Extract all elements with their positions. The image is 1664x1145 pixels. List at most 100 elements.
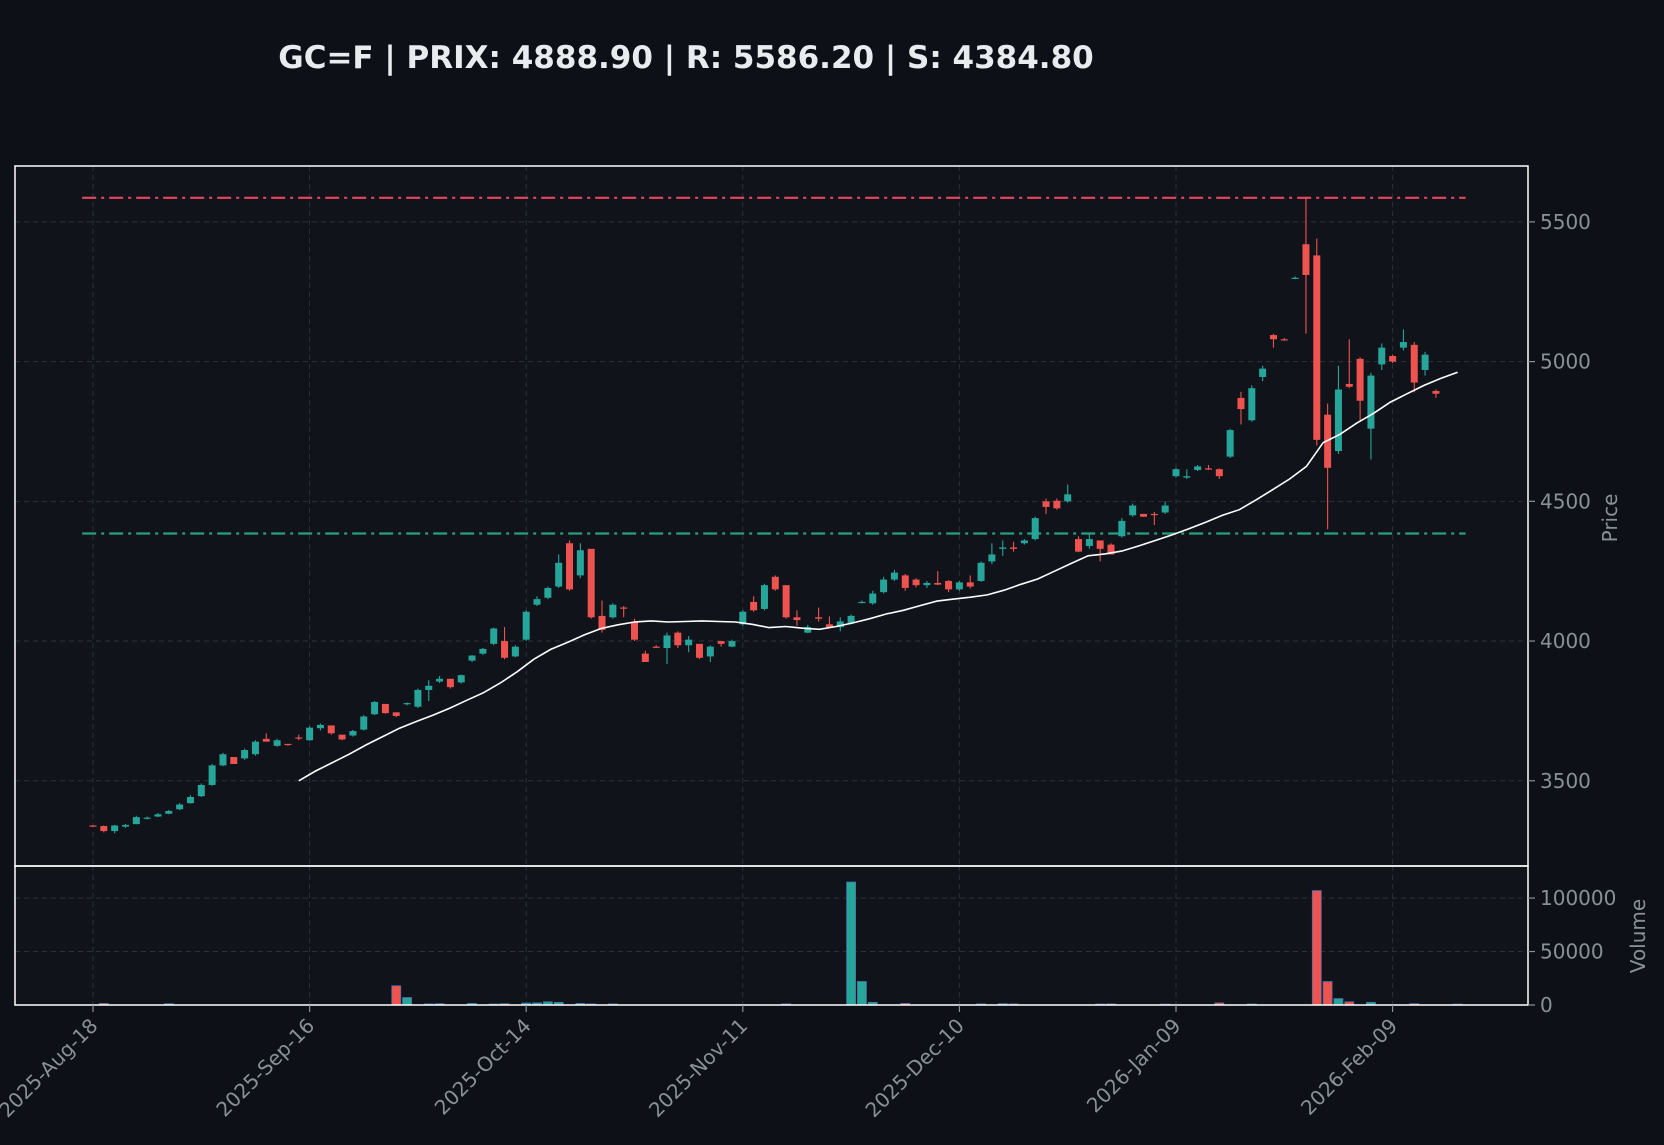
volume-axis: 0 50000 100000 — [1528, 886, 1616, 1017]
candle-body — [1269, 335, 1277, 340]
candle-body — [1421, 354, 1429, 370]
candle-body — [1183, 476, 1191, 478]
candle-body — [631, 621, 638, 640]
price-panel-background — [15, 166, 1528, 866]
candle-body — [923, 582, 931, 586]
candle-body — [544, 587, 552, 598]
date-tick-label: 2025-Nov-11 — [644, 1014, 752, 1122]
candle-body — [966, 582, 974, 587]
candle-body — [533, 599, 541, 605]
candle-body — [111, 825, 119, 832]
candle-body — [89, 825, 97, 827]
candle-body — [1248, 388, 1256, 421]
candle-body — [273, 740, 281, 746]
candle-body — [327, 725, 335, 734]
candle-body — [425, 685, 433, 690]
candle-body — [230, 757, 238, 765]
candle-body — [663, 635, 671, 649]
candle-body — [1291, 277, 1299, 279]
candle-body — [414, 689, 422, 707]
price-tick-label: 5000 — [1540, 350, 1591, 374]
candle-body — [1378, 347, 1386, 365]
candle-body — [999, 547, 1007, 549]
candle-body — [847, 615, 855, 623]
candle-body — [1280, 339, 1288, 341]
volume-axis-label: Volume — [1626, 899, 1650, 973]
candle-body — [815, 617, 823, 619]
candle-body — [197, 784, 205, 797]
candle-body — [771, 576, 779, 590]
candle-body — [1075, 539, 1083, 552]
date-tick-label: 2025-Oct-14 — [430, 1014, 536, 1120]
candle-body — [825, 624, 833, 628]
candle-body — [306, 727, 314, 741]
candle-body — [468, 655, 476, 661]
candle-body — [501, 641, 509, 658]
candle-body — [176, 804, 184, 810]
candle-body — [641, 653, 649, 663]
candle-body — [1010, 547, 1018, 549]
price-axis: 3500 4000 4500 5000 5500 — [1528, 210, 1591, 793]
candle-body — [349, 731, 357, 736]
date-tick-label: 2026-Feb-09 — [1296, 1014, 1402, 1120]
candle-body — [620, 607, 628, 609]
candle-body — [955, 582, 963, 590]
candle-body — [1161, 505, 1169, 513]
candle-body — [1042, 501, 1050, 507]
candle-body — [587, 548, 595, 618]
date-tick-label: 2025-Aug-18 — [0, 1014, 103, 1122]
candle-body — [1064, 494, 1072, 502]
candle-body — [1389, 356, 1397, 362]
candle-body — [392, 712, 400, 716]
candle-body — [295, 737, 303, 739]
date-axis: 2025-Aug-18 2025-Sep-16 2025-Oct-14 2025-No… — [0, 1005, 1402, 1122]
candle-body — [457, 675, 465, 683]
moving-average-line — [298, 371, 1458, 782]
candle-body — [1302, 244, 1310, 275]
candle-body — [165, 810, 173, 814]
volume-panel-background — [15, 866, 1528, 1005]
candle-body — [869, 593, 877, 604]
volume-bar — [1333, 998, 1344, 1006]
volume-bar — [391, 985, 402, 1006]
candle-body — [652, 646, 660, 648]
volume-bar — [846, 881, 856, 1006]
candle-body — [1432, 390, 1440, 394]
candle-body — [576, 550, 584, 576]
volume-bar — [1311, 890, 1322, 1006]
candle-body — [609, 604, 617, 618]
price-tick-label: 4000 — [1540, 629, 1591, 653]
candle-body — [988, 554, 996, 562]
candle-body — [890, 572, 898, 580]
candle-body — [598, 615, 606, 630]
candle-body — [977, 562, 985, 581]
candle-body — [121, 824, 129, 827]
price-tick-label: 3500 — [1540, 769, 1591, 793]
candle-body — [1194, 466, 1202, 471]
candle-body — [1096, 540, 1104, 549]
candle-body — [479, 648, 487, 654]
candle-body — [1334, 389, 1342, 452]
candle-body — [316, 724, 324, 729]
date-tick-label: 2025-Sep-16 — [211, 1014, 319, 1122]
candle-body — [100, 826, 108, 832]
candle-body — [858, 601, 866, 604]
candle-body — [262, 738, 270, 742]
candle-body — [1204, 468, 1212, 470]
candle-body — [739, 611, 747, 625]
candle-body — [706, 646, 714, 657]
candle-body — [728, 641, 736, 647]
candle-body — [934, 582, 942, 585]
candle-body — [1140, 513, 1148, 517]
candle-body — [836, 621, 844, 628]
candle-body — [208, 765, 216, 785]
candle-body — [1031, 518, 1039, 540]
candle-body — [511, 646, 519, 657]
candle-body — [381, 703, 389, 714]
candle-body — [674, 632, 682, 646]
candle-body — [760, 585, 768, 609]
candle-body — [1237, 397, 1245, 410]
candle-body — [186, 796, 194, 804]
candle-body — [1367, 375, 1375, 429]
